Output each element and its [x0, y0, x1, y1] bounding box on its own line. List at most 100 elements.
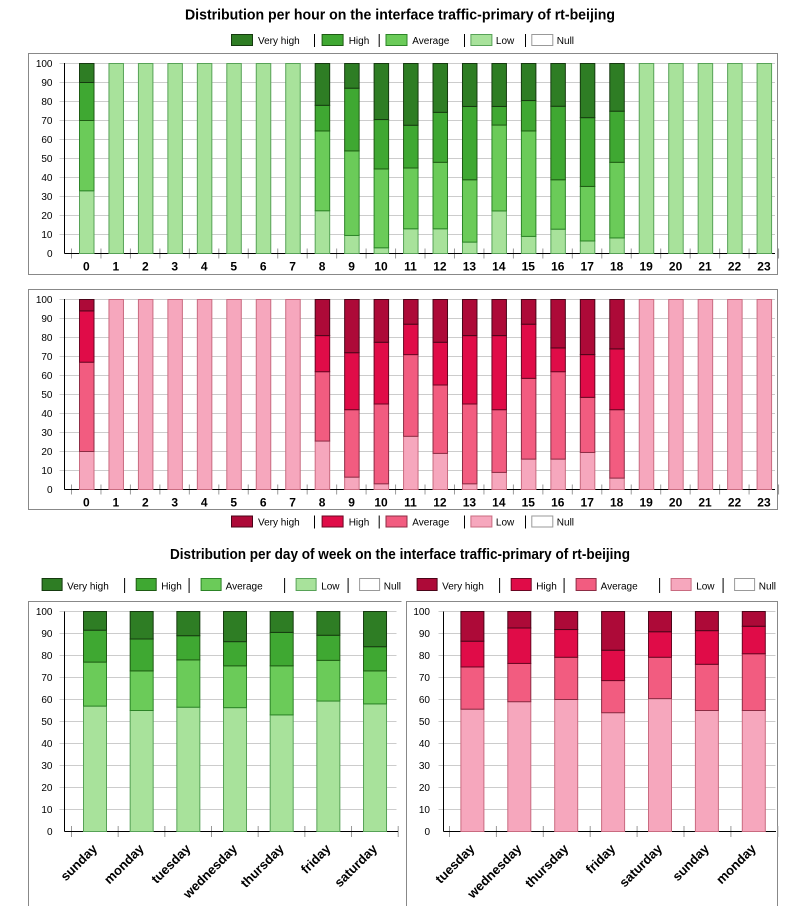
svg-text:17: 17 — [581, 496, 595, 510]
svg-text:70: 70 — [419, 673, 431, 684]
svg-text:80: 80 — [41, 651, 53, 662]
svg-text:Distribution per hour on the i: Distribution per hour on the interface t… — [185, 6, 615, 23]
svg-text:70: 70 — [41, 673, 53, 684]
svg-text:10: 10 — [41, 466, 53, 477]
svg-text:50: 50 — [419, 717, 431, 728]
svg-text:10: 10 — [419, 805, 431, 816]
svg-text:50: 50 — [41, 717, 53, 728]
svg-text:High: High — [349, 36, 370, 47]
svg-text:100: 100 — [36, 295, 53, 306]
svg-text:7: 7 — [289, 260, 296, 274]
svg-text:4: 4 — [201, 496, 208, 510]
svg-text:20: 20 — [41, 783, 53, 794]
svg-text:Low: Low — [321, 582, 340, 593]
svg-text:6: 6 — [260, 496, 267, 510]
svg-text:30: 30 — [419, 761, 431, 772]
svg-text:2: 2 — [142, 260, 149, 274]
svg-text:0: 0 — [47, 827, 53, 838]
svg-text:20: 20 — [41, 447, 53, 458]
svg-text:Null: Null — [759, 582, 776, 593]
svg-text:Distribution per day of week o: Distribution per day of week on the inte… — [170, 546, 630, 563]
svg-text:40: 40 — [419, 739, 431, 750]
svg-text:19: 19 — [639, 260, 653, 274]
svg-text:30: 30 — [41, 192, 53, 203]
svg-text:90: 90 — [41, 314, 53, 325]
svg-text:90: 90 — [41, 78, 53, 89]
svg-text:100: 100 — [36, 59, 53, 70]
svg-text:5: 5 — [230, 496, 237, 510]
svg-text:23: 23 — [757, 260, 771, 274]
svg-text:20: 20 — [41, 211, 53, 222]
svg-text:13: 13 — [463, 496, 477, 510]
svg-text:0: 0 — [83, 260, 90, 274]
svg-text:10: 10 — [374, 260, 388, 274]
svg-text:3: 3 — [171, 260, 178, 274]
svg-text:Very high: Very high — [67, 582, 109, 593]
svg-text:High: High — [161, 582, 182, 593]
svg-text:9: 9 — [348, 496, 355, 510]
svg-text:Average: Average — [412, 36, 450, 47]
svg-text:2: 2 — [142, 496, 149, 510]
svg-text:80: 80 — [419, 651, 431, 662]
svg-text:40: 40 — [41, 173, 53, 184]
svg-text:Null: Null — [557, 517, 574, 528]
svg-text:High: High — [349, 517, 370, 528]
svg-text:14: 14 — [492, 496, 506, 510]
svg-text:100: 100 — [36, 607, 53, 618]
svg-text:11: 11 — [404, 260, 417, 274]
svg-text:30: 30 — [41, 761, 53, 772]
svg-text:6: 6 — [260, 260, 267, 274]
svg-text:14: 14 — [492, 260, 506, 274]
svg-text:60: 60 — [41, 695, 53, 706]
svg-text:18: 18 — [610, 260, 624, 274]
svg-text:Null: Null — [384, 582, 401, 593]
svg-text:60: 60 — [41, 371, 53, 382]
svg-text:Low: Low — [496, 517, 515, 528]
svg-text:30: 30 — [41, 428, 53, 439]
svg-text:90: 90 — [41, 629, 53, 640]
svg-text:21: 21 — [698, 496, 712, 510]
svg-text:12: 12 — [433, 496, 447, 510]
svg-text:Average: Average — [601, 582, 639, 593]
svg-text:1: 1 — [113, 260, 120, 274]
svg-text:22: 22 — [728, 496, 742, 510]
svg-text:22: 22 — [728, 260, 742, 274]
svg-text:70: 70 — [41, 352, 53, 363]
svg-text:12: 12 — [433, 260, 447, 274]
svg-text:15: 15 — [522, 496, 536, 510]
svg-text:Low: Low — [496, 36, 515, 47]
svg-text:Average: Average — [226, 582, 264, 593]
svg-text:21: 21 — [698, 260, 712, 274]
svg-text:4: 4 — [201, 260, 208, 274]
svg-text:80: 80 — [41, 333, 53, 344]
svg-text:13: 13 — [463, 260, 477, 274]
svg-text:9: 9 — [348, 260, 355, 274]
svg-text:10: 10 — [41, 805, 53, 816]
svg-text:20: 20 — [669, 260, 683, 274]
svg-text:Average: Average — [412, 517, 450, 528]
svg-text:8: 8 — [319, 496, 326, 510]
svg-text:19: 19 — [639, 496, 653, 510]
svg-text:70: 70 — [41, 116, 53, 127]
svg-text:Very high: Very high — [258, 517, 300, 528]
svg-text:0: 0 — [83, 496, 90, 510]
svg-text:18: 18 — [610, 496, 624, 510]
svg-text:15: 15 — [522, 260, 536, 274]
svg-text:16: 16 — [551, 260, 565, 274]
svg-text:8: 8 — [319, 260, 326, 274]
svg-text:5: 5 — [230, 260, 237, 274]
svg-text:40: 40 — [41, 409, 53, 420]
svg-text:Low: Low — [696, 582, 715, 593]
svg-text:17: 17 — [581, 260, 595, 274]
svg-text:0: 0 — [47, 249, 53, 260]
svg-text:90: 90 — [419, 629, 431, 640]
svg-text:3: 3 — [171, 496, 178, 510]
svg-text:50: 50 — [41, 154, 53, 165]
svg-text:50: 50 — [41, 390, 53, 401]
svg-text:Very high: Very high — [258, 36, 300, 47]
svg-text:100: 100 — [413, 607, 430, 618]
svg-text:7: 7 — [289, 496, 296, 510]
svg-text:1: 1 — [113, 496, 120, 510]
svg-text:23: 23 — [757, 496, 771, 510]
svg-text:11: 11 — [404, 496, 417, 510]
